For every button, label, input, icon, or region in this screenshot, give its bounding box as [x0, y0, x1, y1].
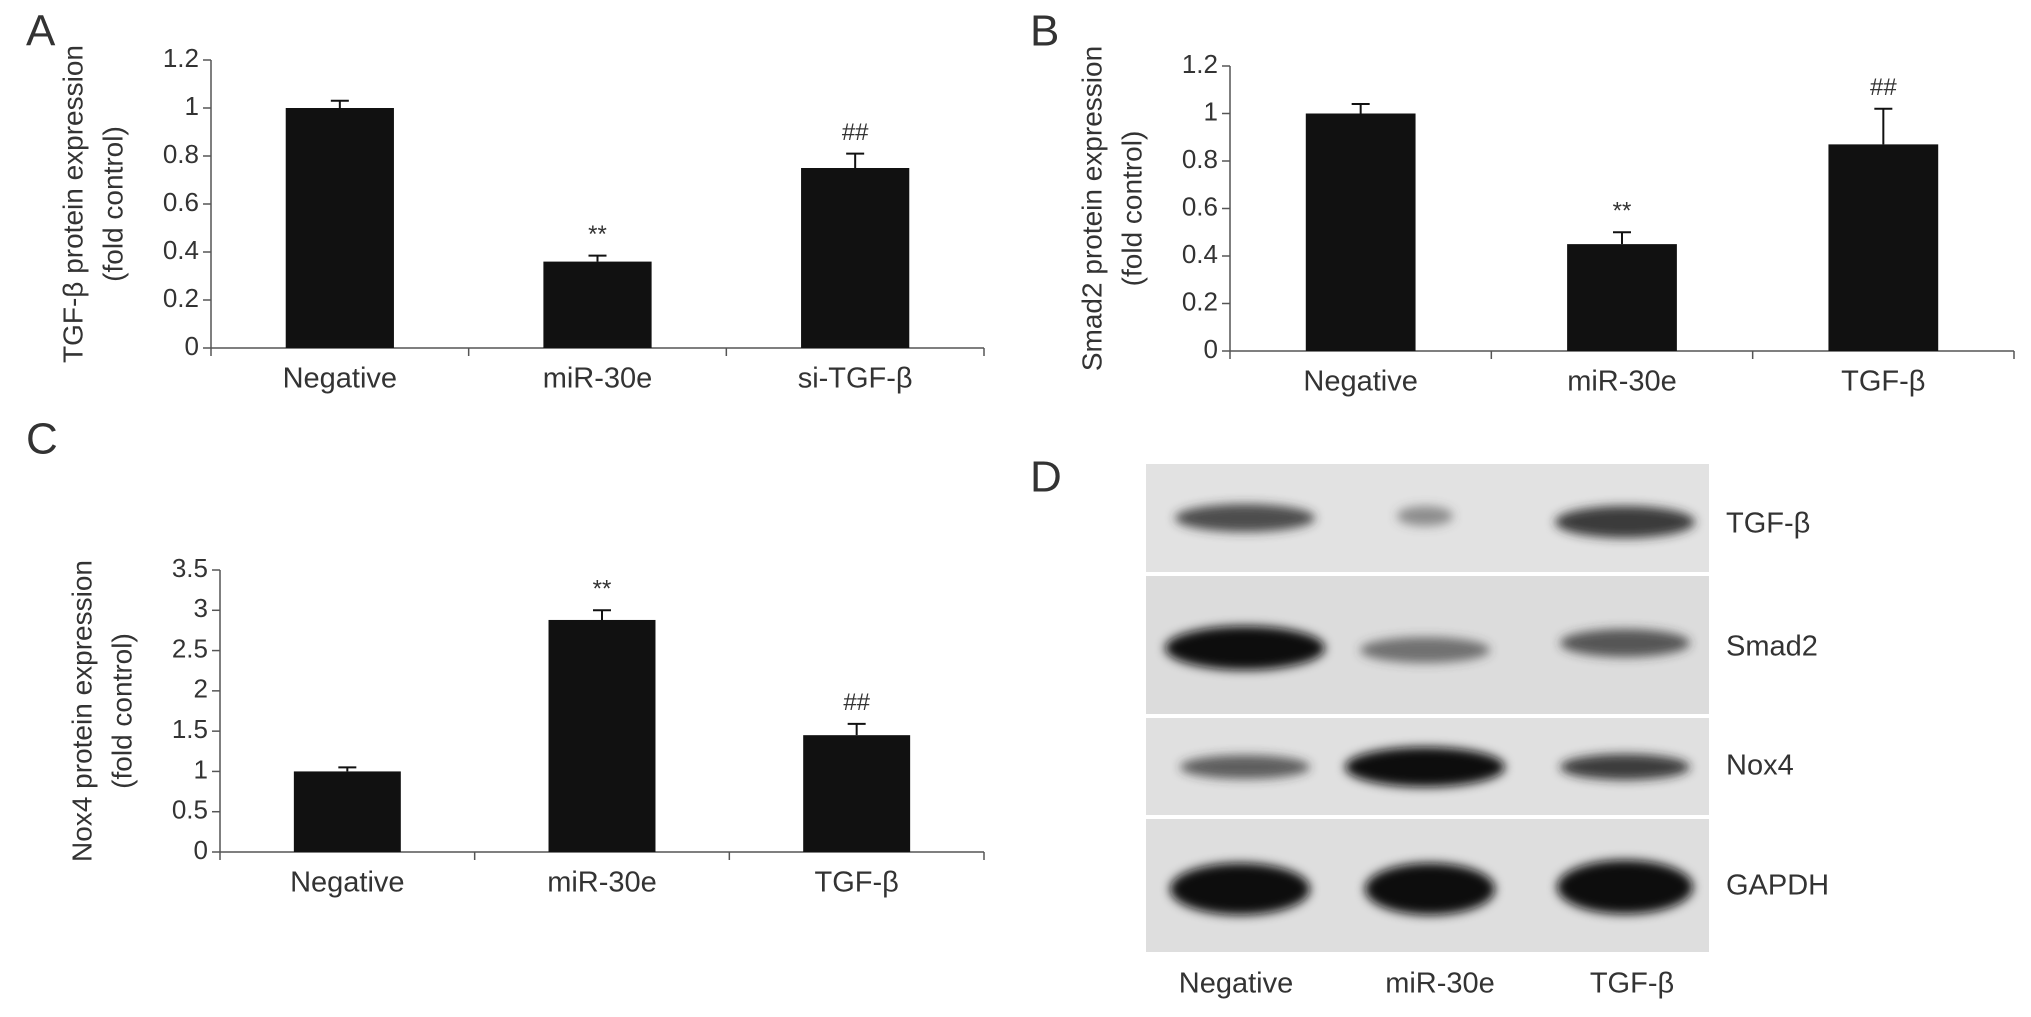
y-tick-label: 0.8: [1182, 144, 1218, 174]
band: [1365, 863, 1495, 915]
significance-mark: **: [593, 576, 612, 603]
x-tick-label: TGF-β: [1841, 366, 1925, 398]
bar: [285, 108, 394, 348]
x-tick-label: Negative: [1303, 366, 1417, 398]
y-tick-label: 0: [185, 331, 199, 361]
panel-letter: B: [1030, 7, 1059, 56]
bar: [1567, 244, 1677, 351]
y-tick-label: 1: [185, 91, 199, 121]
band: [1555, 506, 1695, 538]
error-bar: [593, 609, 611, 620]
band: [1180, 755, 1310, 779]
significance-mark: **: [1613, 198, 1632, 225]
band: [1165, 626, 1325, 670]
x-tick-label: miR-30e: [543, 363, 653, 395]
band: [1170, 863, 1310, 915]
significance-mark: ##: [843, 689, 870, 716]
y-tick-label: 1: [194, 754, 208, 784]
y-axis-label: Nox4 protein expression: [66, 560, 97, 862]
y-tick-label: 0.2: [163, 283, 199, 313]
row-label: GAPDH: [1726, 870, 1829, 902]
column-label: Negative: [1179, 968, 1293, 1000]
error-bar: [1351, 103, 1370, 114]
error-bar: [588, 254, 607, 262]
bar: [801, 168, 910, 348]
column-label: miR-30e: [1385, 968, 1495, 1000]
y-tick-label: 0.4: [1182, 239, 1218, 269]
panel-letter: A: [26, 7, 56, 56]
y-tick-label: 0.2: [1182, 286, 1218, 316]
x-tick-label: miR-30e: [1567, 366, 1677, 398]
error-bar: [330, 99, 349, 108]
significance-mark: ##: [842, 119, 869, 146]
western-blot: D TGF-β Smad2 Nox4 GAPDH Negative miR-30…: [1030, 453, 1829, 1000]
x-tick-label: Negative: [283, 363, 397, 395]
y-tick-label: 0.6: [1182, 191, 1218, 221]
y-tick-label: 1.5: [172, 714, 208, 744]
panel-letter: C: [26, 415, 58, 464]
y-axis-label: (fold control): [1116, 131, 1147, 287]
bar: [543, 261, 652, 348]
y-tick-label: 3.5: [172, 553, 208, 583]
y-tick-label: 0.5: [172, 795, 208, 825]
band: [1360, 637, 1490, 663]
bar: [1305, 113, 1416, 351]
significance-mark: **: [588, 221, 607, 248]
bar: [293, 771, 401, 852]
band: [1557, 860, 1693, 914]
y-axis-label: (fold control): [97, 126, 128, 282]
blot-bands: [1165, 504, 1695, 915]
error-bar: [847, 722, 866, 736]
y-tick-label: 3: [194, 593, 208, 623]
y-axis-label: Smad2 protein expression: [1076, 46, 1107, 371]
y-axis-label: TGF-β protein expression: [57, 45, 88, 363]
bar: [548, 619, 656, 852]
y-axis-label: (fold control): [106, 633, 137, 789]
column-label: TGF-β: [1590, 968, 1674, 1000]
panel-letter: D: [1030, 453, 1062, 502]
x-tick-label: miR-30e: [547, 867, 657, 899]
y-tick-label: 1.2: [163, 43, 199, 73]
band: [1345, 747, 1505, 787]
y-tick-label: 0.8: [163, 139, 199, 169]
row-label: Smad2: [1726, 631, 1818, 663]
band: [1560, 754, 1690, 780]
error-bar: [1613, 231, 1631, 245]
band: [1175, 504, 1315, 532]
row-label: Nox4: [1726, 750, 1794, 782]
error-bar: [846, 152, 865, 168]
y-tick-label: 1.2: [1182, 49, 1218, 79]
bar: [1828, 144, 1939, 351]
significance-mark: ##: [1870, 74, 1897, 101]
x-tick-label: Negative: [290, 867, 404, 899]
error-bar: [338, 766, 357, 772]
bar: [803, 735, 911, 852]
y-tick-label: 1: [1204, 96, 1218, 126]
y-tick-label: 2.5: [172, 633, 208, 663]
band: [1397, 506, 1453, 526]
x-tick-label: si-TGF-β: [798, 363, 913, 395]
row-label: TGF-β: [1726, 508, 1810, 540]
error-bar: [1874, 107, 1893, 145]
y-tick-label: 2: [194, 674, 208, 704]
y-tick-label: 0: [194, 835, 208, 865]
band: [1560, 629, 1690, 657]
y-tick-label: 0: [1204, 334, 1218, 364]
y-tick-label: 0.4: [163, 235, 199, 265]
y-tick-label: 0.6: [163, 187, 199, 217]
x-tick-label: TGF-β: [815, 867, 899, 899]
